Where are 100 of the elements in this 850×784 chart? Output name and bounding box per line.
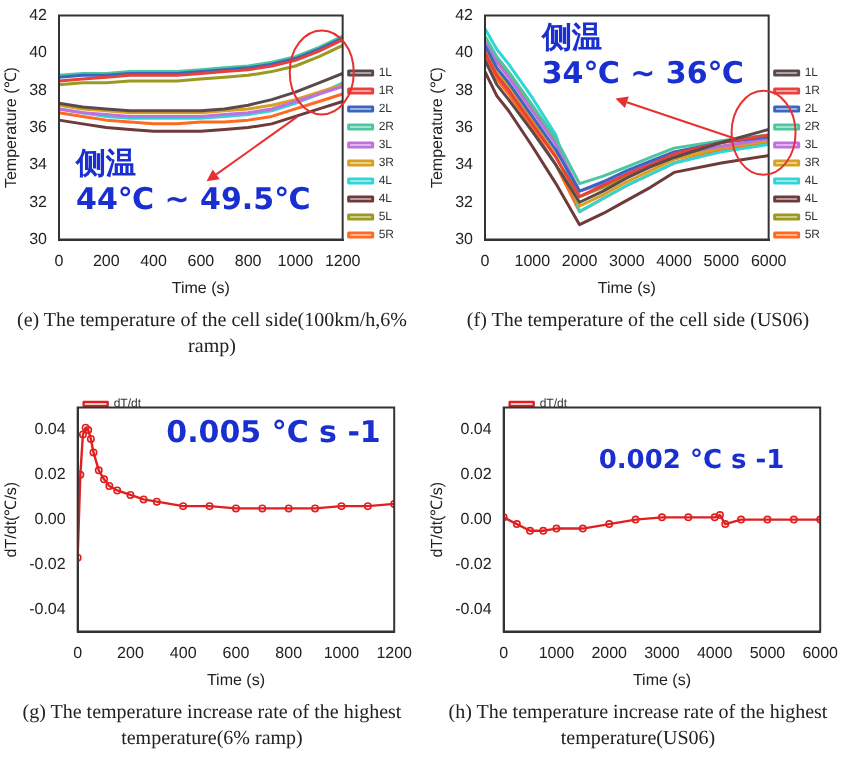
x-tick-label: 800 (275, 643, 304, 662)
point (126, 490, 135, 499)
x-tick-label: 6000 (750, 251, 788, 270)
annotation: 侧温 (539, 19, 602, 56)
y-tick-label: 42 (29, 6, 49, 25)
y-tick-label: 0.04 (34, 420, 67, 439)
point (86, 434, 95, 443)
point (89, 448, 98, 457)
y-axis-title: Temperature (℃) (2, 66, 21, 189)
y-tick-label: 30 (455, 230, 475, 249)
x-tick-label: 600 (222, 643, 251, 662)
x-tick-label: 200 (117, 643, 145, 662)
point (715, 511, 724, 520)
y-tick-label: 32 (455, 192, 475, 211)
point (84, 426, 93, 434)
text: (h) The temperature increase rate of the highest temperature(US06) (446, 700, 830, 752)
y-tick-label: 0.00 (460, 510, 493, 529)
point (258, 504, 267, 513)
point (139, 495, 148, 504)
x-tick-label: 2000 (591, 643, 629, 662)
point (78, 430, 87, 439)
y-tick-label: 36 (455, 118, 475, 137)
point (710, 513, 719, 522)
x-tick-label: 800 (234, 251, 263, 270)
x-tick-label: 6000 (802, 643, 840, 662)
y-tick-label: -0.02 (455, 554, 493, 573)
x-axis-title: Time (s) (632, 670, 692, 689)
y-tick-label: -0.04 (455, 599, 493, 618)
point (152, 497, 161, 506)
x-tick-label: 1000 (323, 643, 361, 662)
y-tick-label: 34 (455, 155, 475, 174)
x-tick-label: 5000 (749, 643, 787, 662)
x-tick-label: 0 (480, 251, 491, 270)
point (657, 513, 666, 522)
point (526, 526, 535, 535)
y-tick-label: 0.00 (34, 510, 67, 529)
point (81, 423, 90, 432)
x-tick-label: 5000 (703, 251, 741, 270)
y-tick-label: 30 (29, 230, 49, 249)
y-axis-title: dT/dt(℃/s) (2, 481, 21, 558)
point (311, 504, 320, 513)
annotation: 侧温 (74, 144, 137, 181)
point (763, 515, 772, 524)
point (605, 520, 614, 529)
point (205, 502, 214, 511)
point (337, 502, 346, 511)
point (100, 475, 109, 484)
x-tick-label: 4000 (656, 251, 693, 270)
x-tick-label: 1000 (514, 251, 552, 270)
x-tick-label: 1200 (376, 643, 414, 662)
point (363, 502, 372, 511)
point (721, 520, 730, 529)
y-tick-label: -0.04 (29, 599, 67, 618)
point (512, 520, 521, 529)
annotation: 0.002 °C s -1 (598, 445, 785, 476)
y-tick-label: 0.04 (460, 420, 493, 439)
annotation: 44℃ ~ 49.5℃ (76, 180, 311, 217)
x-axis-title: Time (s) (597, 278, 657, 297)
x-tick-label: 200 (92, 251, 121, 270)
point (284, 504, 293, 513)
text: (f) The temperature of the cell side (US06) (464, 308, 812, 334)
annotation: 0.005 °C s -1 (166, 413, 381, 450)
x-tick-label: 600 (187, 251, 216, 270)
y-tick-label: 0.02 (34, 465, 67, 484)
point (179, 502, 188, 511)
x-tick-label: 1200 (324, 251, 362, 270)
point (113, 486, 122, 495)
y-tick-label: 42 (455, 6, 475, 25)
x-tick-label: 4000 (696, 643, 734, 662)
x-axis-title: Time (s) (171, 278, 231, 297)
x-tick-label: 2000 (561, 251, 599, 270)
y-tick-label: 40 (29, 43, 49, 62)
point (552, 524, 561, 533)
y-tick-label: 38 (29, 80, 49, 99)
point (578, 524, 587, 533)
point (789, 515, 798, 524)
x-tick-label: 3000 (609, 251, 646, 270)
y-axis-title: dT/dt(℃/s) (428, 481, 447, 558)
y-tick-label: 0.02 (460, 465, 493, 484)
y-tick-label: -0.02 (29, 554, 67, 573)
point (631, 515, 640, 524)
x-tick-label: 0 (73, 643, 84, 662)
x-axis-title: Time (s) (206, 670, 266, 689)
y-tick-label: 38 (455, 80, 475, 99)
annotation: 34℃ ~ 36℃ (541, 55, 744, 92)
y-tick-label: 40 (455, 43, 475, 62)
y-tick-label: 36 (29, 118, 49, 137)
y-tick-label: 34 (29, 155, 49, 174)
point (539, 526, 548, 535)
x-tick-label: 400 (140, 251, 168, 270)
point (684, 513, 693, 522)
y-tick-label: 32 (29, 192, 49, 211)
point (737, 515, 746, 524)
y-axis-title: Temperature (℃) (428, 66, 447, 189)
x-tick-label: 3000 (644, 643, 681, 662)
point (231, 504, 240, 513)
point (105, 482, 114, 490)
x-tick-label: 1000 (538, 643, 576, 662)
text: (g) The temperature increase rate of the highest temperature(6% ramp) (20, 700, 404, 752)
text: (e) The temperature of the cell side(100km/h,6% ramp) (14, 308, 410, 360)
